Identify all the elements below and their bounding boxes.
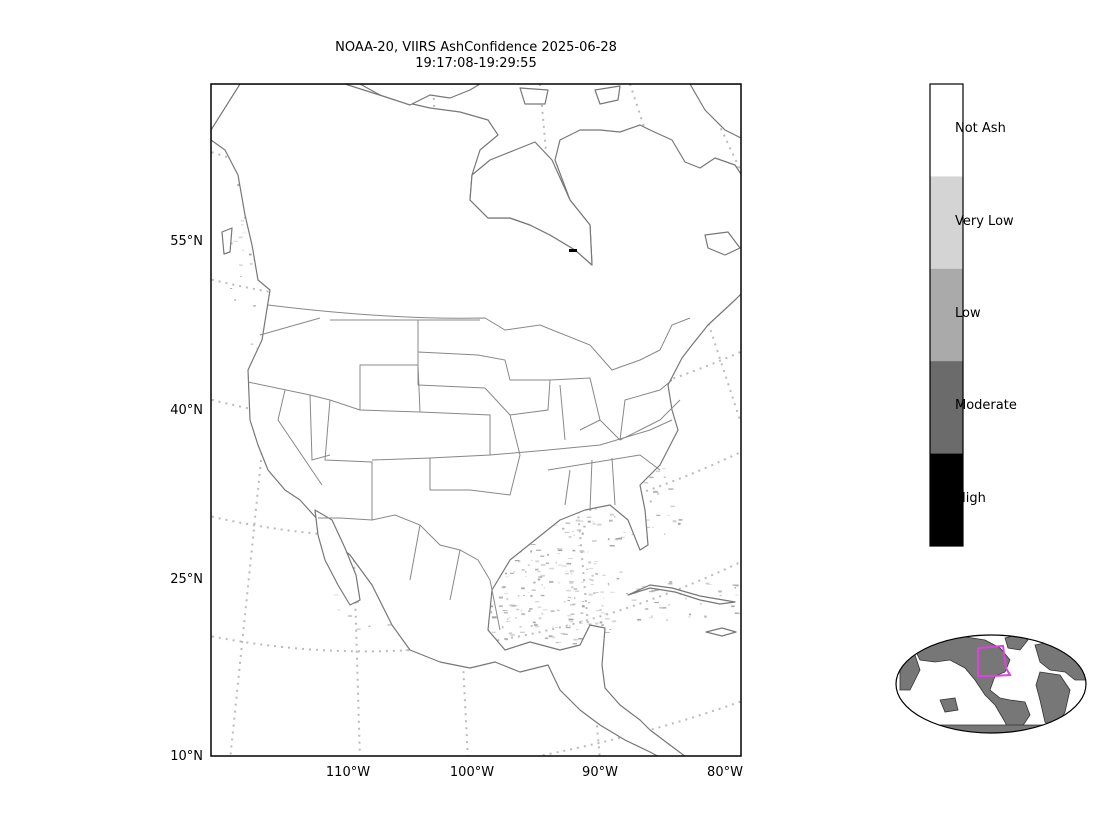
lon-label-100w: 100°W <box>449 765 495 780</box>
state-lines-central <box>371 319 551 496</box>
map-title: NOAA-20, VIIRS AshConfidence 2025-06-28 … <box>276 40 676 72</box>
colorbar-label-moderate: Moderate <box>955 398 1017 413</box>
arctic-island-b <box>519 87 549 105</box>
colorbar-segment-low <box>930 268 963 362</box>
coastlines <box>211 84 741 756</box>
colorbar-label-very-low: Very Low <box>955 214 1014 229</box>
mexico-states <box>409 524 501 631</box>
lat-label-25: 25°N <box>170 572 203 587</box>
lat-label-55: 55°N <box>170 234 203 249</box>
map-panel <box>211 84 741 756</box>
lon-label-110w: 110°W <box>325 765 371 780</box>
inset-australia <box>939 697 959 713</box>
cuba <box>627 584 736 605</box>
newfoundland <box>704 231 741 256</box>
lat-label-10: 10°N <box>170 749 203 764</box>
colorbar-segment-moderate <box>930 361 963 455</box>
vancouver-island <box>221 227 233 255</box>
title-line-2: 19:17:08-19:29:55 <box>415 56 537 71</box>
greenland-edge <box>689 84 741 139</box>
colorbar-segment-high <box>930 453 963 547</box>
hispaniola <box>705 627 737 637</box>
colorbar-label-not-ash: Not Ash <box>955 121 1006 136</box>
colorbar <box>930 84 963 547</box>
colorbar-frame <box>929 83 964 547</box>
lat-label-40: 40°N <box>170 403 203 418</box>
inset-globe <box>895 634 1087 734</box>
parallel-0 <box>533 700 741 756</box>
political-boundaries <box>247 304 691 631</box>
baffin-islands <box>359 84 481 106</box>
inset-globe-outline <box>895 634 1087 734</box>
colorbar-segment-very-low <box>930 176 963 270</box>
state-lines-west <box>247 317 421 520</box>
high-ash-pixel <box>569 249 577 252</box>
title-line-1: NOAA-20, VIIRS AshConfidence 2025-06-28 <box>335 40 617 55</box>
inset-region-box <box>977 644 1012 677</box>
arctic-island-a <box>594 85 621 105</box>
hudson-bay <box>469 141 593 266</box>
map-frame <box>210 83 742 757</box>
us-canada-border <box>267 304 691 371</box>
baja-california <box>314 509 361 606</box>
colorbar-segment-not-ash <box>930 84 963 177</box>
lon-label-80w: 80°W <box>707 765 743 780</box>
lon-label-90w: 90°W <box>582 765 618 780</box>
state-lines-east <box>547 377 681 511</box>
colorbar-label-low: Low <box>955 306 981 321</box>
colorbar-label-high: High <box>956 491 986 506</box>
